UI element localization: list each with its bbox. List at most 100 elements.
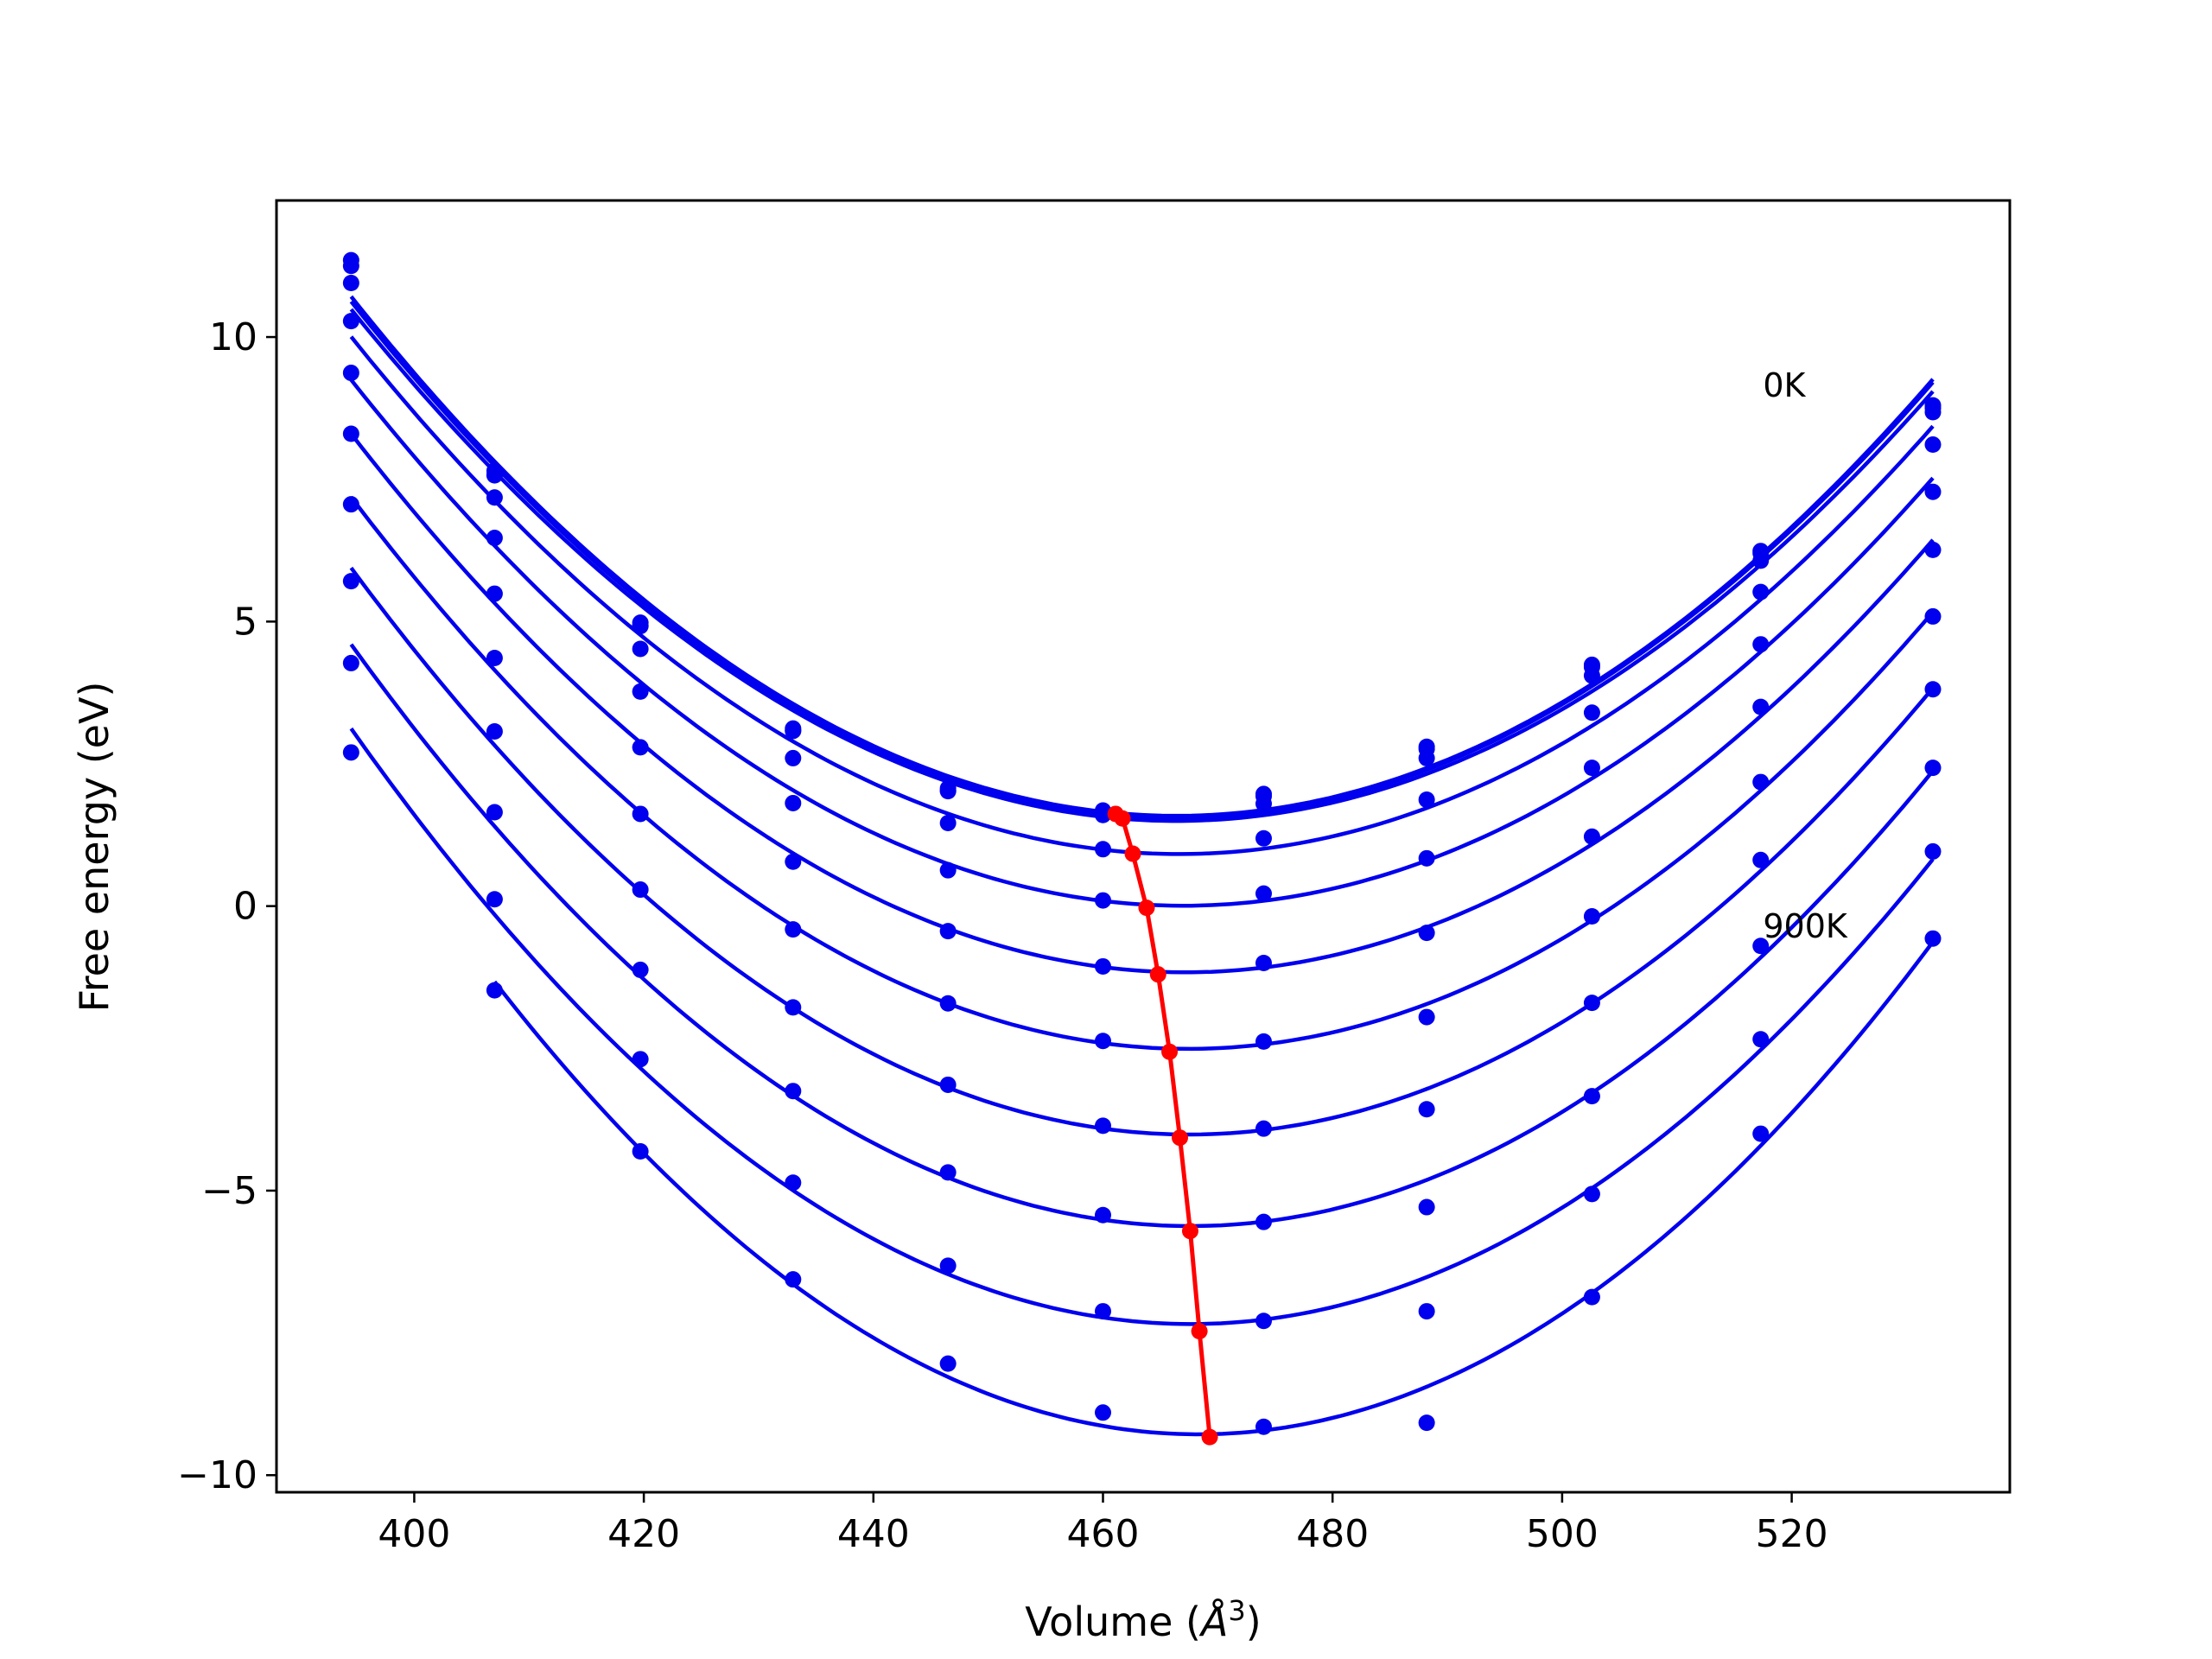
data-point xyxy=(1752,698,1770,715)
data-point xyxy=(486,804,503,821)
y-axis-label: Free energy (eV) xyxy=(71,682,118,1013)
data-point xyxy=(1583,995,1600,1012)
data-point xyxy=(1255,1213,1272,1230)
data-point xyxy=(632,618,649,635)
x-axis-label: Volume (Å3) xyxy=(1025,1594,1261,1645)
fitted-curve-6 xyxy=(349,495,1935,1052)
temperature-annotation: 900K xyxy=(1763,907,1848,945)
data-point xyxy=(1418,925,1435,942)
data-point xyxy=(632,1051,649,1068)
fitted-curve-10 xyxy=(493,940,1935,1437)
minimum-point xyxy=(1149,966,1166,983)
data-point xyxy=(1418,1414,1435,1432)
data-point xyxy=(1583,908,1600,925)
y-tick-label: 5 xyxy=(233,600,257,644)
data-point xyxy=(342,573,359,590)
data-point xyxy=(939,783,957,800)
data-point xyxy=(1924,760,1942,777)
data-point xyxy=(486,982,503,999)
data-point xyxy=(1095,957,1112,975)
data-point xyxy=(1752,1125,1770,1142)
minimum-point xyxy=(1181,1223,1198,1240)
data-point xyxy=(1583,760,1600,777)
data-point xyxy=(342,274,359,291)
data-point xyxy=(1095,1303,1112,1320)
data-points-layer xyxy=(342,251,1942,1435)
data-point xyxy=(342,744,359,761)
data-point xyxy=(1752,636,1770,653)
minimum-path-line xyxy=(1114,811,1212,1438)
data-point xyxy=(1095,1033,1112,1050)
data-point xyxy=(785,999,802,1016)
data-point xyxy=(1095,1404,1112,1421)
data-point xyxy=(785,921,802,938)
data-point xyxy=(632,1143,649,1160)
data-point xyxy=(1418,1008,1435,1026)
data-point xyxy=(486,585,503,602)
data-point xyxy=(1583,667,1600,684)
data-point xyxy=(939,1355,957,1372)
data-point xyxy=(1095,1117,1112,1135)
data-point xyxy=(342,257,359,275)
fitted-curve-2 xyxy=(349,308,1935,823)
plot-area-frame xyxy=(275,199,2012,1494)
data-point xyxy=(632,961,649,978)
data-point xyxy=(342,425,359,442)
data-point xyxy=(486,489,503,506)
data-point xyxy=(342,313,359,330)
y-axis-ticks: −10 −5 0 5 10 xyxy=(177,315,276,1497)
data-point xyxy=(1924,541,1942,558)
data-point xyxy=(632,640,649,658)
minimum-point xyxy=(1201,1428,1218,1446)
fitted-curve-7 xyxy=(349,566,1935,1137)
minimum-point xyxy=(1138,899,1155,917)
data-point xyxy=(1418,849,1435,867)
data-point xyxy=(1583,1288,1600,1306)
data-point xyxy=(1924,842,1942,860)
data-point xyxy=(1752,583,1770,601)
data-point xyxy=(939,1164,957,1181)
data-point xyxy=(1752,851,1770,868)
x-axis-label-suffix: ) xyxy=(1246,1599,1262,1645)
data-point xyxy=(785,1271,802,1288)
x-axis-ticks: 400 420 440 460 480 500 520 xyxy=(378,1492,1828,1556)
data-point xyxy=(1924,436,1942,454)
minimum-path-layer xyxy=(1107,805,1218,1446)
fitted-curve-3 xyxy=(349,335,1935,856)
x-tick-label: 460 xyxy=(1067,1512,1140,1556)
y-tick-label: −10 xyxy=(177,1453,257,1497)
data-point xyxy=(1255,955,1272,972)
fitted-curve-5 xyxy=(349,432,1935,975)
data-point xyxy=(1752,1031,1770,1048)
data-point xyxy=(342,496,359,513)
x-tick-label: 440 xyxy=(837,1512,910,1556)
data-point xyxy=(1418,1303,1435,1320)
data-point xyxy=(342,365,359,382)
y-tick-label: 10 xyxy=(209,315,257,359)
x-tick-label: 500 xyxy=(1526,1512,1599,1556)
data-point xyxy=(486,530,503,547)
x-tick-label: 520 xyxy=(1756,1512,1828,1556)
minimum-point xyxy=(1161,1043,1179,1060)
data-point xyxy=(1418,1198,1435,1216)
data-point xyxy=(632,805,649,823)
data-point xyxy=(939,923,957,940)
data-point xyxy=(1255,830,1272,847)
data-point xyxy=(785,853,802,870)
data-point xyxy=(785,1174,802,1192)
y-tick-label: −5 xyxy=(201,1169,257,1213)
data-point xyxy=(1924,930,1942,947)
fitted-curve-4 xyxy=(349,378,1935,908)
data-point xyxy=(486,891,503,908)
data-point xyxy=(1924,404,1942,421)
data-point xyxy=(785,722,802,740)
minimum-point xyxy=(1191,1323,1208,1340)
data-point xyxy=(632,683,649,700)
data-point xyxy=(1418,791,1435,808)
data-point xyxy=(632,881,649,899)
data-point xyxy=(785,1083,802,1100)
data-point xyxy=(939,995,957,1012)
data-point xyxy=(1255,1313,1272,1330)
minimum-point xyxy=(1172,1129,1189,1147)
